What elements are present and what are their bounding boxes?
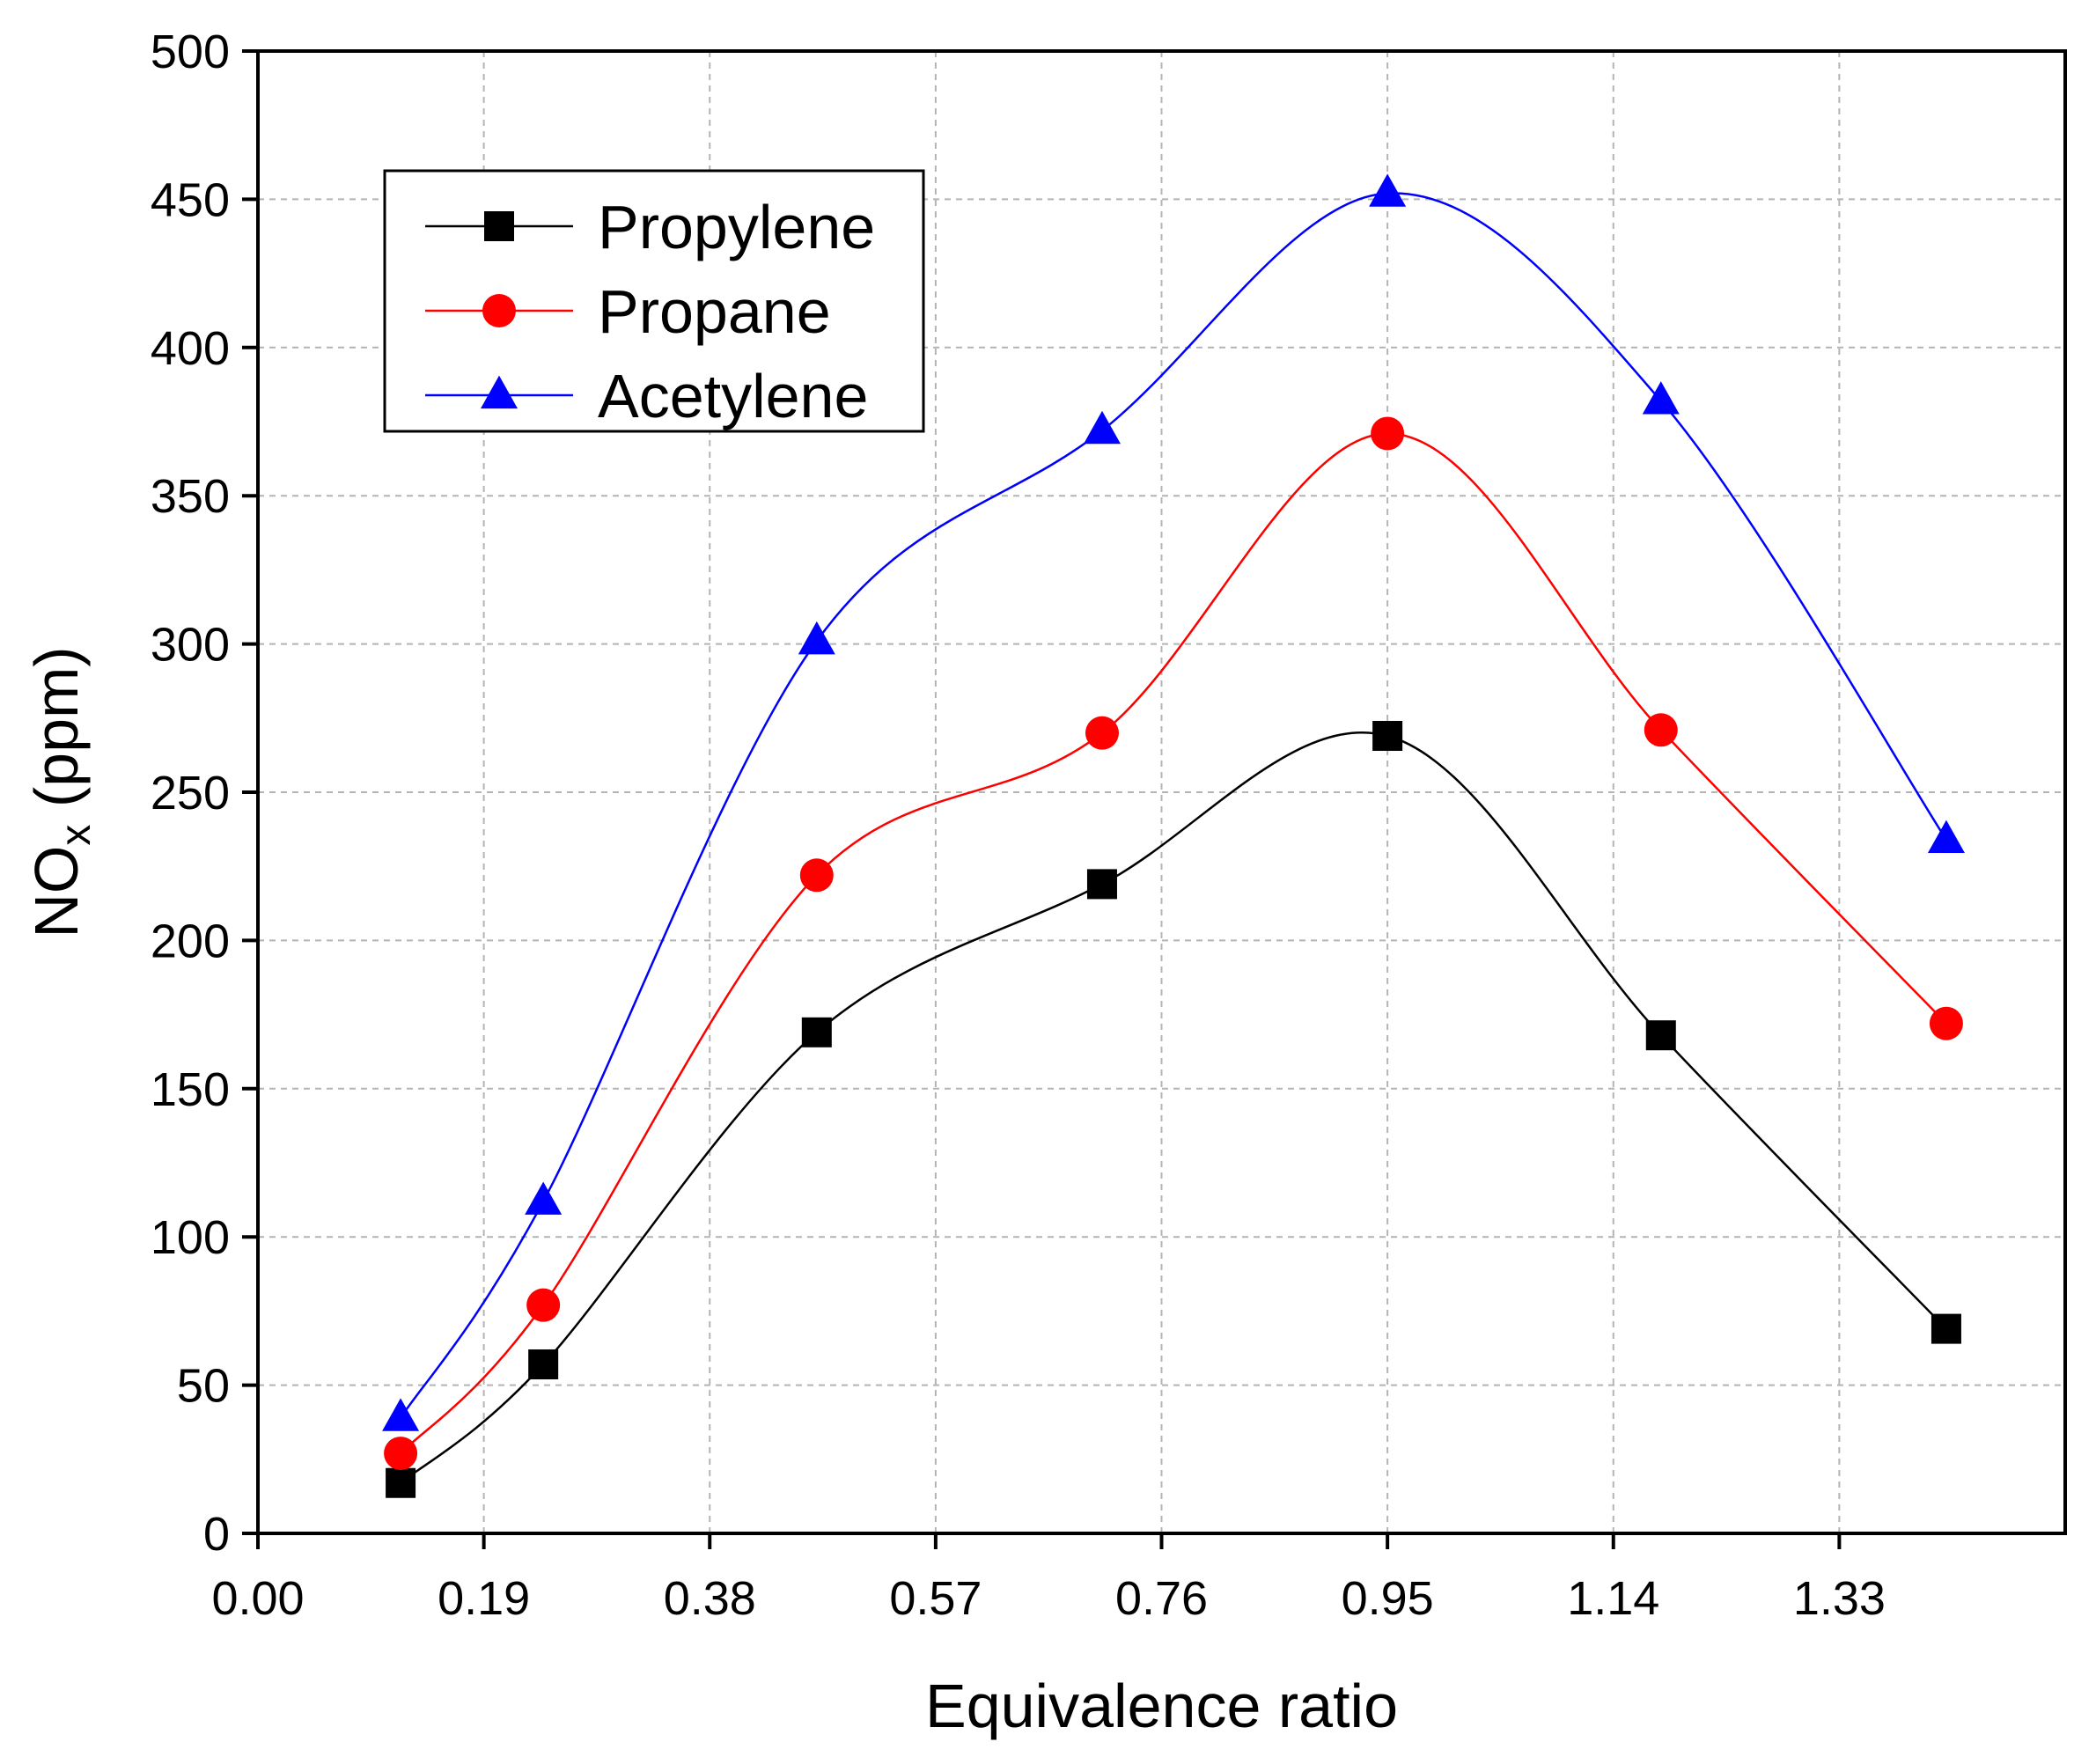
y-axis-title-subscript: x xyxy=(53,825,99,846)
data-point-acetylene xyxy=(798,621,835,655)
y-axis-title: NOx (ppm) xyxy=(22,646,99,937)
x-tick-label: 0.76 xyxy=(1115,1572,1208,1625)
y-tick-label: 350 xyxy=(151,470,230,523)
data-point-acetylene xyxy=(1083,410,1121,445)
legend: Propylene Propane Acetylene xyxy=(383,169,925,433)
x-tick-label: 1.33 xyxy=(1793,1572,1886,1625)
data-point-propylene xyxy=(1931,1313,1961,1344)
x-tick-label: 0.38 xyxy=(664,1572,756,1625)
legend-marker-propane xyxy=(482,294,516,327)
y-tick-label: 0 xyxy=(203,1508,230,1561)
data-point-propane xyxy=(1644,713,1678,747)
legend-marker-acetylene xyxy=(481,375,518,409)
x-tick-label: 0.19 xyxy=(438,1572,530,1625)
data-point-propylene xyxy=(1645,1020,1676,1051)
data-point-propane xyxy=(384,1437,418,1471)
data-point-propane xyxy=(1371,416,1405,451)
y-axis-title-main: NO xyxy=(22,846,91,938)
data-point-acetylene xyxy=(1369,173,1407,207)
data-point-propylene xyxy=(386,1467,416,1498)
y-axis-title-unit: (ppm) xyxy=(22,646,91,824)
data-point-propane xyxy=(526,1288,561,1322)
x-tick-label: 0.95 xyxy=(1342,1572,1434,1625)
y-tick-label: 300 xyxy=(151,619,230,672)
x-tick-label: 0.57 xyxy=(889,1572,982,1625)
data-point-propane xyxy=(1085,716,1119,750)
y-tick-label: 200 xyxy=(151,915,230,967)
y-tick-label: 150 xyxy=(151,1063,230,1116)
data-point-propylene xyxy=(1086,869,1117,900)
x-tick-label: 0.00 xyxy=(211,1572,304,1625)
data-point-propane xyxy=(1929,1006,1963,1040)
y-tick-label: 100 xyxy=(151,1211,230,1264)
legend-label-propylene: Propylene xyxy=(598,193,875,261)
series-line-propane xyxy=(400,432,1947,1454)
series-acetylene xyxy=(382,173,1965,1431)
axis-ticks: 0 50 100 150 200 250 300 350 400 450 500 0.00 0.19 0.… xyxy=(151,26,1886,1625)
legend-label-acetylene: Acetylene xyxy=(598,362,868,430)
data-point-propane xyxy=(799,858,834,893)
data-point-propylene xyxy=(1372,721,1403,752)
y-tick-label: 50 xyxy=(177,1360,230,1413)
legend-label-propane: Propane xyxy=(598,277,831,346)
series-propylene xyxy=(386,721,1961,1498)
x-tick-label: 1.14 xyxy=(1567,1572,1659,1625)
legend-box xyxy=(383,169,925,433)
y-tick-label: 400 xyxy=(151,322,230,375)
data-point-acetylene xyxy=(1642,381,1680,415)
data-point-acetylene xyxy=(1927,820,1965,854)
series-propane xyxy=(384,416,1963,1471)
data-point-acetylene xyxy=(525,1181,563,1215)
data-point-propylene xyxy=(528,1349,559,1380)
y-tick-label: 500 xyxy=(151,26,230,78)
series-layer xyxy=(382,173,1965,1498)
data-point-propylene xyxy=(801,1017,832,1047)
x-axis-title: Equivalence ratio xyxy=(925,1672,1398,1740)
series-line-propylene xyxy=(400,731,1947,1484)
y-tick-label: 250 xyxy=(151,767,230,820)
legend-marker-propylene xyxy=(484,211,514,241)
y-tick-label: 450 xyxy=(151,173,230,226)
data-point-acetylene xyxy=(382,1398,420,1431)
